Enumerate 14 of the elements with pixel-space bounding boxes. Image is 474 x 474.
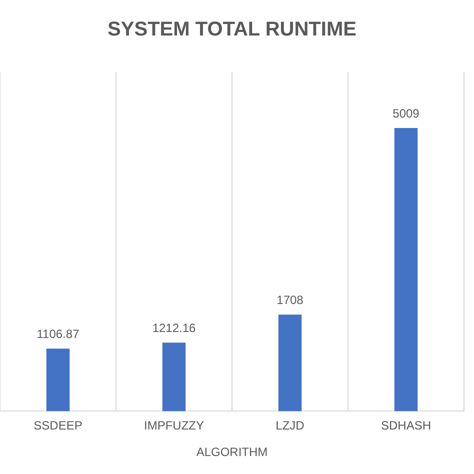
data-label: 1106.87 [36,326,80,341]
x-tick-label: SDHASH [380,418,432,433]
x-tick-label: IMPFUZZY [144,418,204,433]
x-tick-label: SSDEEP [34,418,82,433]
bar [162,342,186,412]
data-label: 5009 [392,106,420,120]
data-label: 1708 [276,292,304,307]
bar [46,348,70,412]
chart-title: SYSTEM TOTAL RUNTIME [108,18,356,41]
x-axis-title: ALGORITHM [196,445,268,460]
bar [394,128,418,412]
x-tick-label: LZJD [276,418,305,433]
bar [278,314,302,412]
data-label: 1212.16 [152,320,196,335]
